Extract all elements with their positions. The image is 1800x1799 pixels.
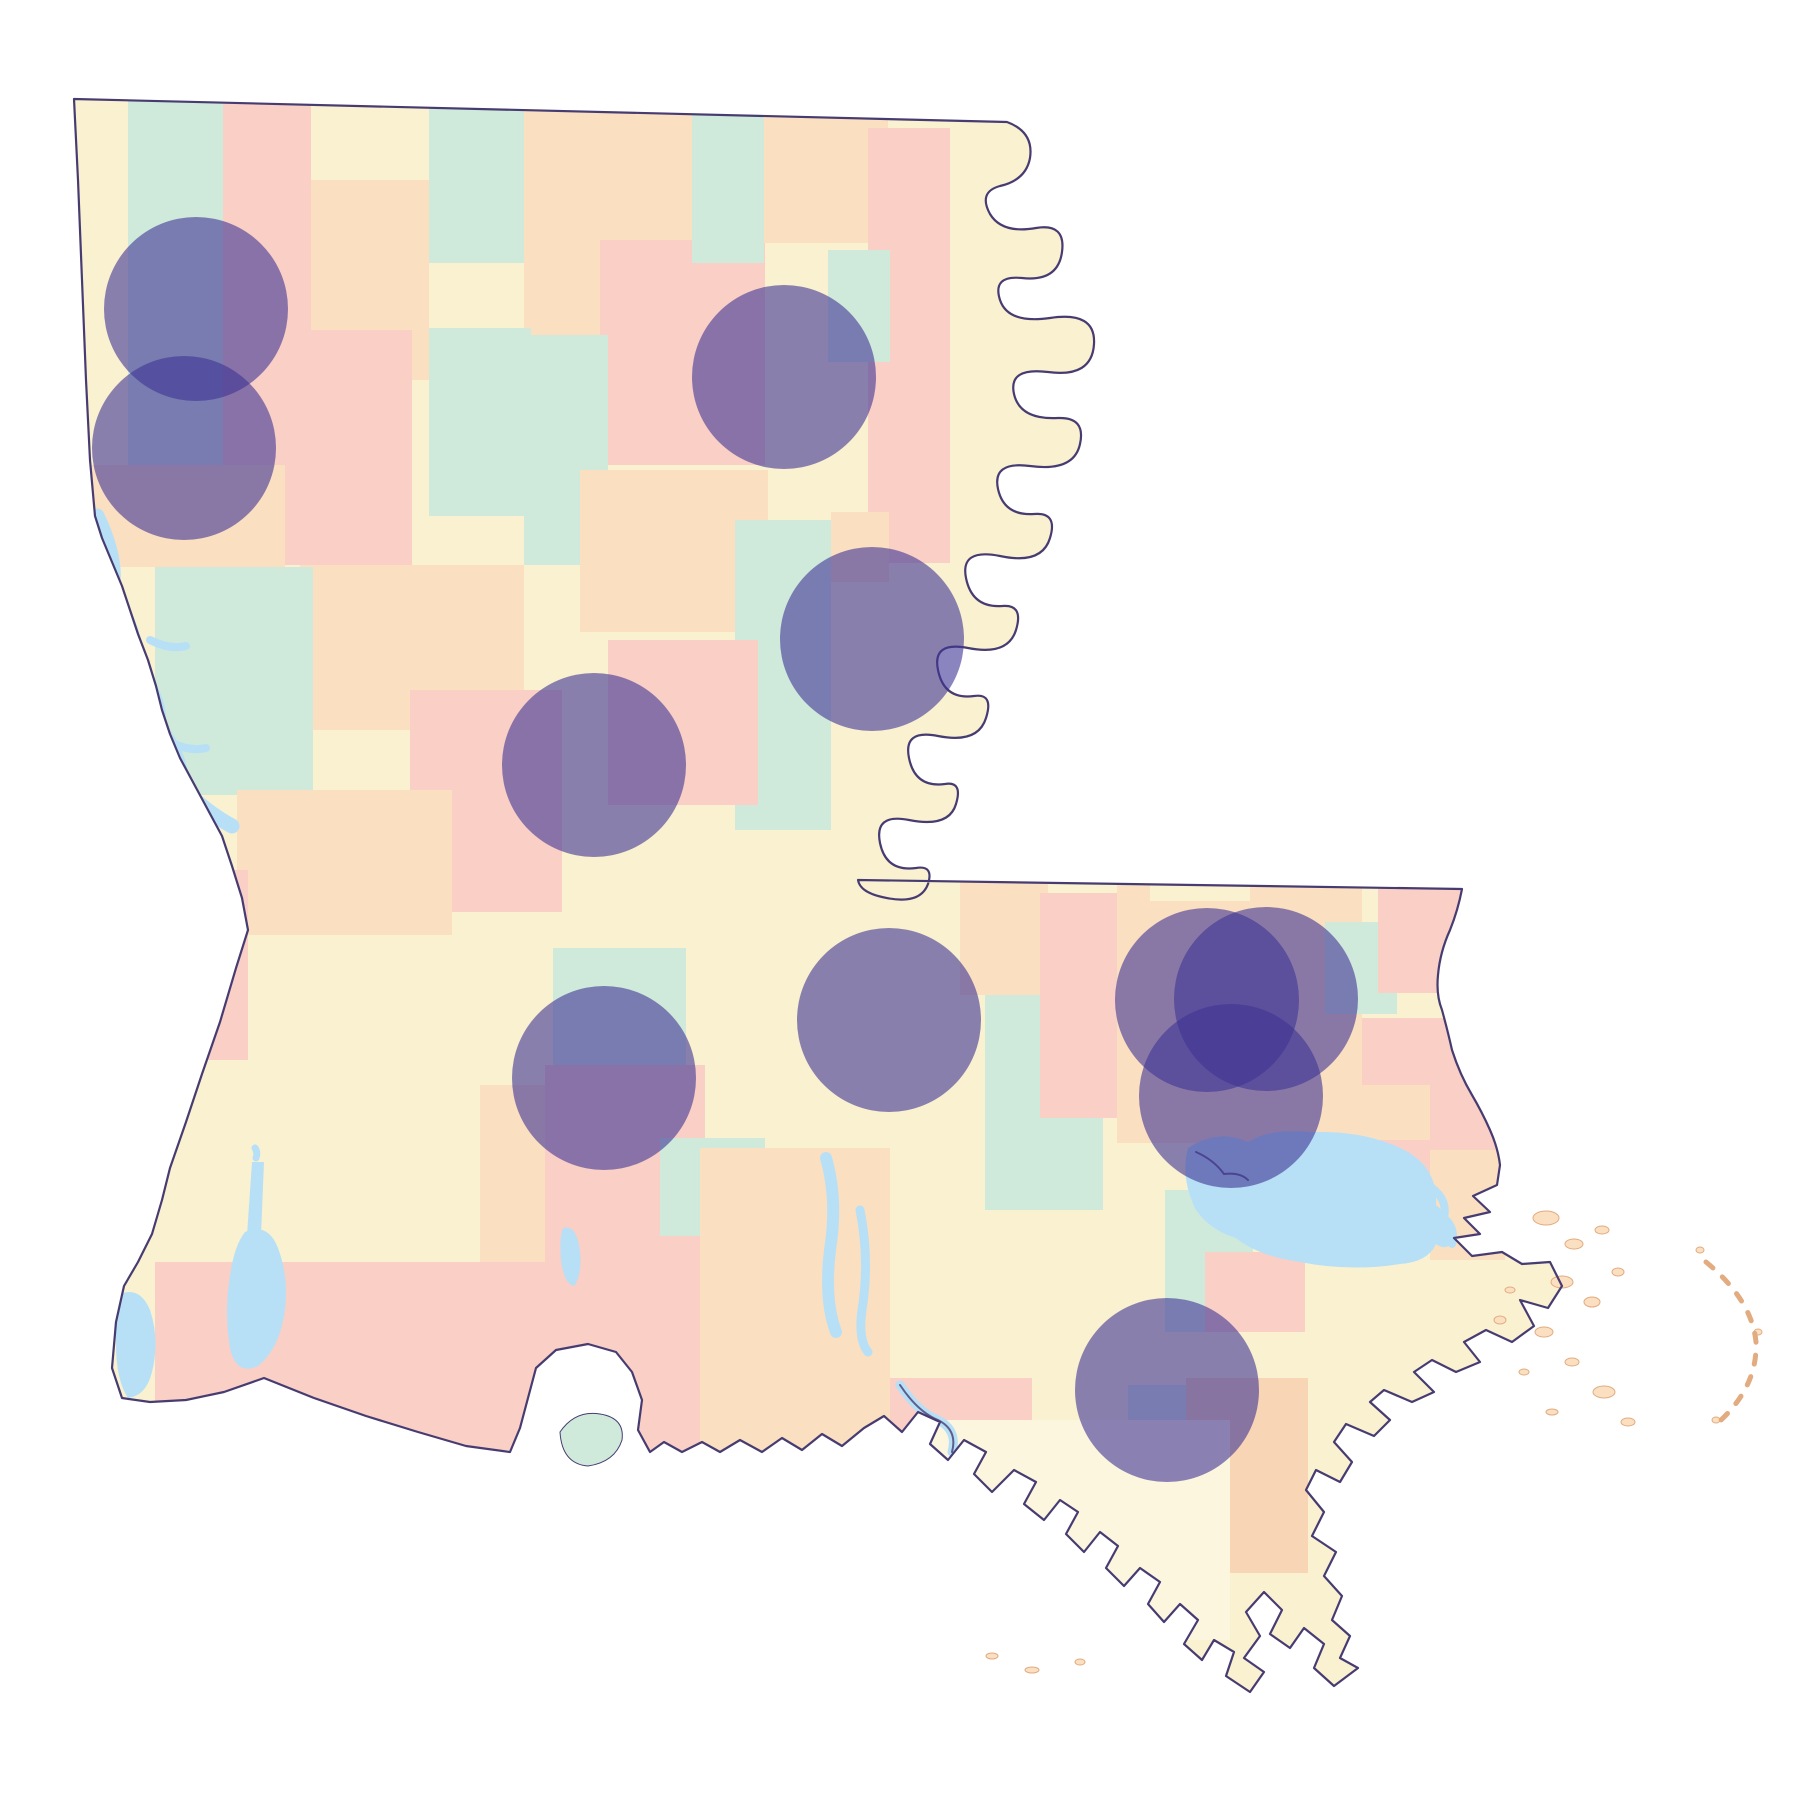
marsh-fragment	[1620, 1417, 1636, 1427]
parish-patch	[429, 99, 524, 263]
river	[251, 1144, 261, 1162]
marsh-fragment	[1545, 1408, 1559, 1416]
bubble-marker	[104, 217, 288, 401]
parish-patch	[429, 328, 531, 516]
bubble-marker	[692, 285, 876, 469]
parish-patch	[237, 790, 452, 935]
parish-patch	[764, 99, 888, 243]
parish-patch	[300, 330, 412, 568]
river	[820, 1152, 842, 1338]
parish-patch	[700, 1148, 890, 1453]
parish-patch	[80, 870, 248, 1060]
bubble-marker	[780, 547, 964, 731]
coastal-islands	[559, 1210, 1763, 1674]
marsh-fragment	[985, 1652, 999, 1660]
marsh-fragment	[1611, 1267, 1625, 1277]
marsh-fragment	[1504, 1286, 1516, 1294]
lake	[227, 1229, 286, 1369]
lake	[560, 1227, 581, 1286]
bubble-marker	[512, 986, 696, 1170]
marsh-fragment	[1534, 1326, 1554, 1338]
marsh-island	[559, 1412, 623, 1467]
marsh-fragment	[1532, 1210, 1560, 1226]
parish-patch	[960, 867, 1048, 995]
marsh-fragment	[1518, 1368, 1530, 1376]
river	[146, 636, 190, 652]
marsh-fragment	[1493, 1315, 1507, 1325]
bubble-marker	[92, 356, 276, 540]
lake	[247, 1162, 264, 1235]
marsh-fragment	[1024, 1666, 1040, 1674]
river-outline	[899, 1384, 955, 1453]
marsh-fragment	[1592, 1385, 1616, 1399]
bubble-marker	[797, 928, 981, 1112]
marsh-fragment	[1583, 1296, 1601, 1308]
marsh-fragment	[1074, 1658, 1086, 1666]
marsh-fragment	[1564, 1238, 1584, 1250]
bubble-markers	[92, 217, 1358, 1482]
parish-patch	[155, 567, 313, 795]
bubble-marker	[1139, 1004, 1323, 1188]
marsh-fragment	[1695, 1246, 1705, 1254]
state-outline	[72, 97, 1564, 1694]
parish-patch	[1150, 863, 1250, 901]
bubble-marker	[502, 673, 686, 857]
barrier-island-arc	[1703, 1259, 1759, 1431]
river	[1428, 1184, 1457, 1248]
parish-patch	[1040, 893, 1120, 1118]
bubble-marker	[1075, 1298, 1259, 1482]
river	[855, 1205, 873, 1357]
marsh-fragment	[1594, 1225, 1610, 1235]
parish-patch	[692, 99, 764, 263]
lake	[115, 1292, 156, 1398]
marsh-fragment	[1564, 1357, 1580, 1367]
parish-patch	[1378, 863, 1473, 993]
